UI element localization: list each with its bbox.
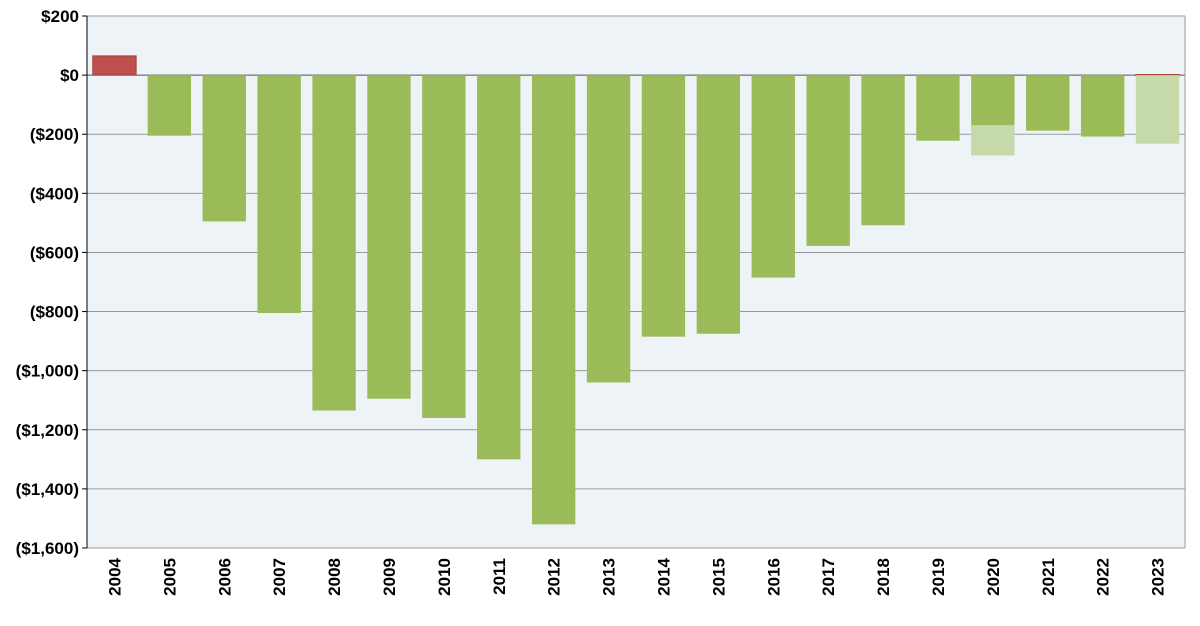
x-tick-label: 2017: [819, 558, 838, 596]
bars: [92, 55, 1180, 525]
bar-2012: [531, 75, 576, 525]
bar-2022: [1080, 75, 1125, 137]
y-tick-label: ($1,000): [16, 362, 79, 381]
y-tick-label: $0: [60, 66, 79, 85]
bar-extension-2023: [1135, 75, 1180, 144]
bar-2011: [477, 75, 521, 460]
x-tick-label: 2004: [105, 557, 124, 595]
x-tick-label: 2012: [545, 558, 564, 596]
y-tick-label: ($1,200): [16, 421, 79, 440]
x-tick-label: 2023: [1149, 558, 1168, 596]
bar-2004: [92, 55, 137, 76]
y-tick-labels: $200 $0 ($200) ($400) ($600) ($800) ($1,000) ($…: [16, 7, 87, 558]
plot-area: [87, 16, 1185, 548]
bar-2009: [367, 75, 411, 399]
extension-bars: [971, 75, 1180, 156]
x-tick-label: 2015: [709, 558, 728, 596]
bar-2021: [1026, 75, 1070, 131]
x-tick-label: 2010: [435, 558, 454, 596]
x-tick-label: 2008: [325, 558, 344, 596]
x-tick-label: 2014: [654, 557, 673, 595]
x-tick-labels: 2004 2005 2006 2007 2008 2009 2010 2011 2012 2013…: [105, 557, 1167, 595]
bar-2015: [696, 75, 741, 334]
bar-2014: [641, 75, 686, 337]
x-tick-label: 2005: [160, 558, 179, 596]
x-tick-label: 2007: [270, 558, 289, 596]
x-tick-label: 2022: [1094, 558, 1113, 596]
y-tick-label: ($200): [30, 125, 79, 144]
x-tick-label: 2011: [490, 558, 509, 595]
bar-2018: [861, 75, 905, 226]
x-tick-label: 2006: [215, 558, 234, 596]
bar-2017: [806, 75, 850, 246]
bar-2020: [971, 75, 1015, 126]
x-tick-label: 2019: [929, 558, 948, 596]
x-tick-label: 2018: [874, 558, 893, 596]
x-tick-label: 2021: [1039, 558, 1058, 596]
bar-2008: [312, 75, 356, 411]
bar-2010: [422, 75, 466, 418]
x-tick-label: 2009: [380, 558, 399, 596]
bar-2005: [147, 75, 192, 136]
bar-2007: [257, 75, 301, 314]
bar-2013: [586, 75, 631, 383]
y-tick-label: ($1,400): [16, 480, 79, 499]
y-tick-label: ($600): [30, 243, 79, 262]
bar-2016: [751, 75, 795, 278]
bar-2019: [916, 75, 960, 141]
x-tick-label: 2016: [764, 558, 783, 596]
bar-extension-2020: [971, 125, 1015, 156]
y-tick-label: $200: [41, 7, 79, 26]
bar-2006: [202, 75, 246, 222]
y-tick-label: ($800): [30, 303, 79, 322]
y-tick-label: ($1,600): [16, 539, 79, 558]
x-tick-label: 2020: [984, 558, 1003, 596]
x-tick-label: 2013: [600, 558, 619, 596]
y-tick-label: ($400): [30, 184, 79, 203]
